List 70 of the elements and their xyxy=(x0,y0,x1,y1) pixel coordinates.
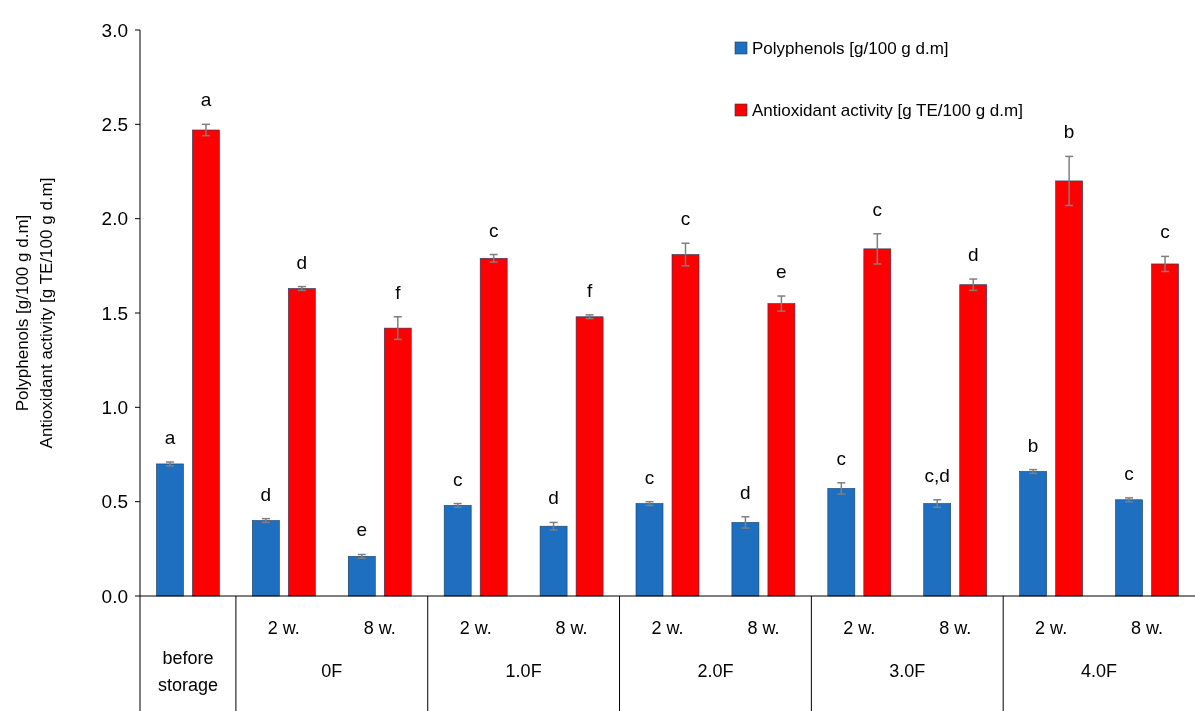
bar xyxy=(827,488,856,597)
bar xyxy=(156,463,184,597)
bar xyxy=(539,525,568,597)
bar xyxy=(575,316,604,597)
bar xyxy=(383,327,412,597)
y-tick-label: 1.5 xyxy=(101,302,128,324)
data-label: c xyxy=(1160,221,1170,243)
bar xyxy=(1055,180,1083,597)
text: 0F xyxy=(321,661,343,682)
data-label: c xyxy=(1124,462,1134,484)
bar xyxy=(863,248,892,597)
y-tick-label: 3.0 xyxy=(101,19,128,41)
data-label: a xyxy=(200,89,212,111)
x-tick-label: 8 w. xyxy=(363,618,396,639)
bar xyxy=(635,503,664,597)
legend-label: Polyphenols [g/100 g d.m] xyxy=(752,38,949,58)
bar xyxy=(767,303,796,597)
legend-label: Antioxidant activity [g TE/100 g d.m] xyxy=(752,100,1023,120)
text: 4.0F xyxy=(1081,661,1118,682)
x-tick-label: 8 w. xyxy=(747,618,780,639)
y-tick-label: 0.5 xyxy=(101,491,128,513)
data-label: c xyxy=(836,447,847,469)
y-tick-label: 2.5 xyxy=(101,113,128,135)
text: 1.0F xyxy=(505,661,542,682)
x-tick-label: 8 w. xyxy=(1131,618,1164,639)
data-label: d xyxy=(740,481,751,503)
data-label: c xyxy=(452,468,463,490)
data-label: d xyxy=(548,487,559,509)
bar xyxy=(959,284,988,597)
bar xyxy=(731,522,760,597)
data-label: c,d xyxy=(924,464,950,486)
bar xyxy=(288,288,316,597)
data-label: d xyxy=(260,483,272,505)
bar xyxy=(479,257,508,597)
y-axis-title: Polyphenols [g/100 g d.m] Antioxidant activity [g TE/100 g d.m] xyxy=(13,177,56,449)
y-tick-label: 2.0 xyxy=(101,208,128,230)
bar xyxy=(192,129,220,597)
data-label: b xyxy=(1027,434,1039,456)
y-tick-label: 0.0 xyxy=(101,585,128,607)
bar xyxy=(1151,263,1179,597)
data-label: d xyxy=(967,244,979,266)
bar xyxy=(671,254,700,597)
bar xyxy=(252,520,280,597)
data-label: e xyxy=(356,519,368,541)
bar xyxy=(923,503,952,597)
bar xyxy=(347,556,376,597)
x-tick-label: 8 w. xyxy=(555,618,588,639)
x-tick-label: 2 w. xyxy=(1035,618,1068,639)
data-label: e xyxy=(776,261,787,283)
x-tick-label: 8 w. xyxy=(939,618,972,639)
data-label: f xyxy=(586,279,593,301)
data-label: d xyxy=(296,251,308,273)
bar xyxy=(443,505,472,597)
bar xyxy=(1019,471,1047,597)
text: before storage xyxy=(157,647,218,695)
bar xyxy=(1115,499,1143,597)
text: 3.0F xyxy=(889,661,926,682)
x-tick-label: 2 w. xyxy=(843,618,876,639)
data-label: c xyxy=(488,219,499,241)
data-label: a xyxy=(164,427,176,449)
data-label: c xyxy=(680,208,691,230)
data-label: f xyxy=(395,281,402,303)
data-label: c xyxy=(872,198,883,220)
text: 2.0F xyxy=(697,661,734,682)
data-label: b xyxy=(1063,121,1075,143)
x-tick-label: 2 w. xyxy=(459,618,492,639)
data-label: c xyxy=(644,466,655,488)
y-tick-label: 1.0 xyxy=(101,396,128,418)
x-tick-label: 2 w. xyxy=(267,618,300,639)
x-tick-label: 2 w. xyxy=(651,618,684,639)
